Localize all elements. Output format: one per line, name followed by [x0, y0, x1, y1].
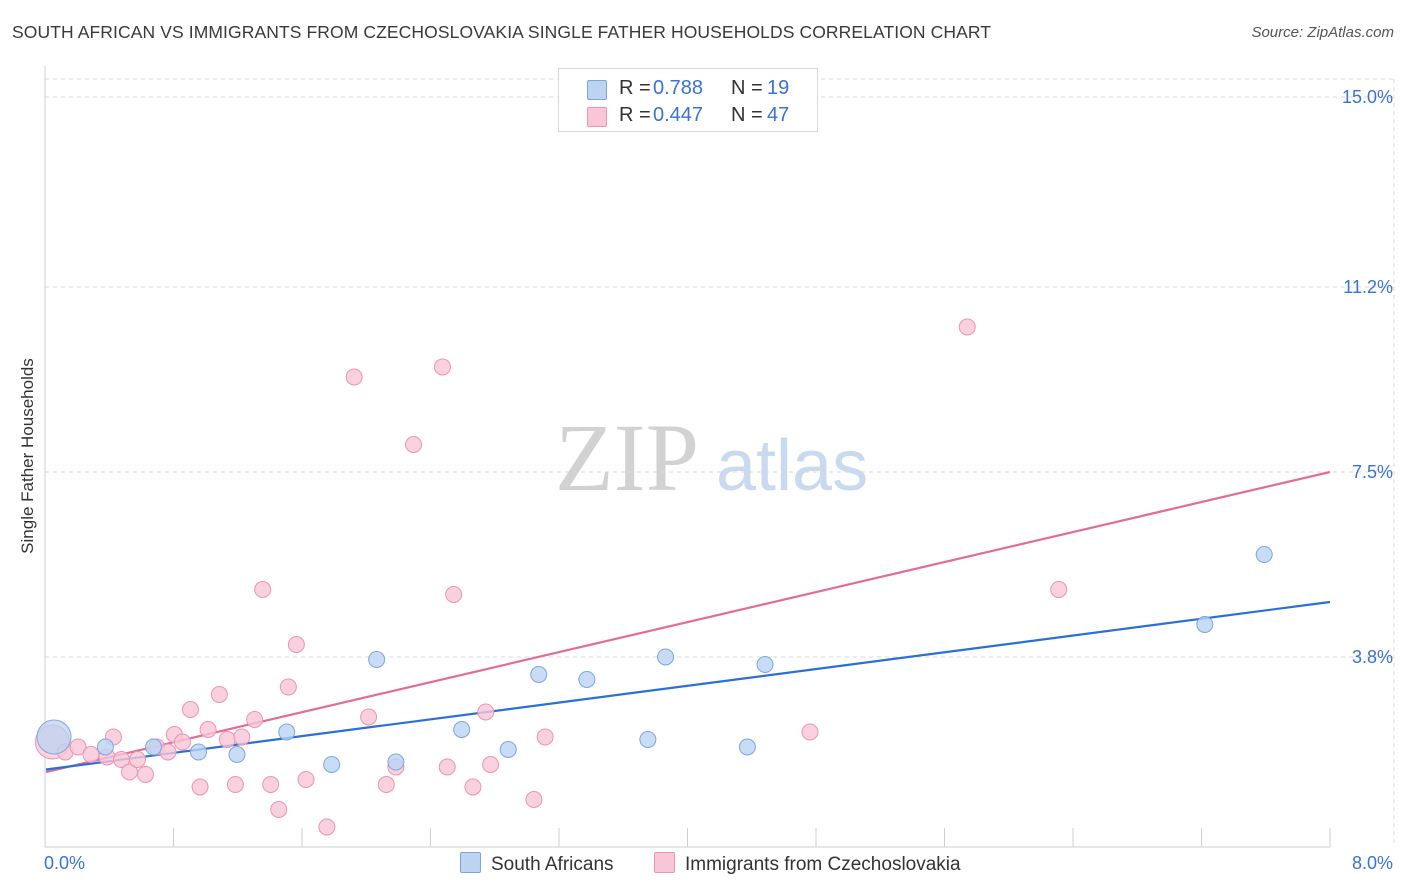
y-tick-label: 11.2%	[1343, 277, 1393, 297]
czechoslovakia-point	[218, 731, 236, 748]
czechoslovakia-point	[69, 738, 87, 756]
correlation-legend: R = 0.788 N = 19 R = 0.447 N = 47	[558, 68, 818, 132]
bottom-legend-south-africans: South Africans	[460, 852, 614, 876]
czechoslovakia-point	[210, 686, 228, 703]
south-african-point	[96, 738, 114, 756]
czechoslovakia-point	[137, 766, 155, 783]
south-african-trend-line	[45, 600, 1331, 771]
y-tick-label: 3.8%	[1352, 647, 1393, 667]
legend-n-label: N =	[731, 104, 763, 126]
legend-r-label: R =	[619, 104, 651, 126]
czechoslovakia-point	[297, 771, 315, 788]
czechoslovakia-point	[191, 778, 209, 796]
south-african-point	[1196, 616, 1214, 633]
czechoslovakia-point	[318, 818, 336, 836]
czechoslovakia-point	[536, 728, 554, 746]
czechoslovakia-point	[433, 358, 451, 376]
legend-r-value: 0.447	[653, 104, 704, 126]
south-african-point	[499, 741, 517, 758]
bottom-legend-label: Immigrants from Czechoslovakia	[685, 854, 961, 875]
data-points	[34, 318, 1273, 836]
trend-lines	[45, 470, 1331, 774]
south-african-point	[578, 671, 596, 688]
czechoslovakia-point	[1050, 581, 1068, 598]
x-tick-label: 8.0%	[1352, 853, 1393, 873]
czechoslovakia-point	[801, 723, 819, 741]
czechoslovakia-point	[262, 776, 280, 793]
czechoslovakia-point	[958, 318, 976, 336]
czechoslovakia-point	[438, 758, 456, 776]
bottom-legend-swatch-pink	[654, 852, 675, 873]
bottom-legend-label: South Africans	[491, 854, 614, 875]
czechoslovakia-point	[233, 728, 251, 746]
watermark-zip: ZIP	[555, 404, 699, 511]
czechoslovakia-point	[254, 581, 272, 598]
legend-swatch-blue	[587, 80, 607, 100]
czechoslovakia-point	[270, 801, 288, 818]
czechoslovakia-point	[482, 756, 500, 773]
x-tick-label: 0.0%	[44, 853, 85, 873]
south-african-point	[657, 648, 675, 666]
bottom-legend-czechoslovakia: Immigrants from Czechoslovakia	[654, 852, 961, 876]
legend-r-label: R =	[619, 77, 651, 99]
south-african-point	[189, 743, 207, 761]
czechoslovakia-point	[464, 778, 482, 796]
czechoslovakia-point	[199, 721, 217, 738]
legend-swatch-pink	[587, 107, 607, 127]
czechoslovakia-point	[345, 368, 363, 386]
south-african-point	[228, 746, 246, 763]
tick-labels: 3.8% 7.5% 11.2% 15.0% 0.0% 8.0%	[44, 87, 1393, 873]
czechoslovakia-point	[445, 586, 463, 603]
axes	[44, 66, 1331, 848]
south-african-point	[145, 738, 163, 756]
y-tick-label: 7.5%	[1352, 462, 1393, 482]
czechoslovakia-point	[525, 791, 543, 808]
south-african-point	[756, 656, 774, 673]
czechoslovakia-point	[128, 751, 146, 768]
source-label: Source: ZipAtlas.com	[1251, 24, 1394, 41]
czechoslovakia-point	[405, 436, 423, 453]
south-african-point	[453, 721, 471, 738]
chart-title: SOUTH AFRICAN VS IMMIGRANTS FROM CZECHOS…	[12, 22, 992, 42]
y-tick-label: 15.0%	[1342, 87, 1393, 107]
czechoslovakia-point	[246, 711, 264, 728]
south-african-point	[278, 723, 296, 741]
south-african-point	[387, 753, 405, 771]
czechoslovakia-point	[279, 678, 297, 696]
legend-n-value: 19	[767, 77, 790, 99]
czechoslovakia-point	[287, 636, 305, 653]
czechoslovakia-point	[181, 701, 199, 718]
south-african-point	[738, 738, 756, 756]
south-african-point	[323, 756, 341, 773]
watermark-atlas: atlas	[716, 426, 868, 506]
czechoslovakia-trend-line	[45, 470, 1331, 774]
south-african-point	[639, 731, 657, 748]
south-african-point	[368, 651, 386, 668]
south-african-point	[36, 719, 72, 755]
czechoslovakia-point	[159, 743, 177, 761]
czechoslovakia-point	[173, 733, 191, 751]
czechoslovakia-point	[82, 746, 100, 763]
south-african-point	[530, 666, 548, 683]
czechoslovakia-point	[377, 776, 395, 793]
south-african-point	[1255, 546, 1273, 563]
legend-n-value: 47	[767, 104, 790, 126]
bottom-legend-swatch-blue	[460, 852, 481, 873]
czechoslovakia-point	[226, 776, 244, 793]
legend-n-label: N =	[731, 77, 763, 99]
czechoslovakia-point	[477, 703, 495, 721]
legend-r-value: 0.788	[653, 77, 704, 99]
czechoslovakia-point	[360, 708, 378, 726]
